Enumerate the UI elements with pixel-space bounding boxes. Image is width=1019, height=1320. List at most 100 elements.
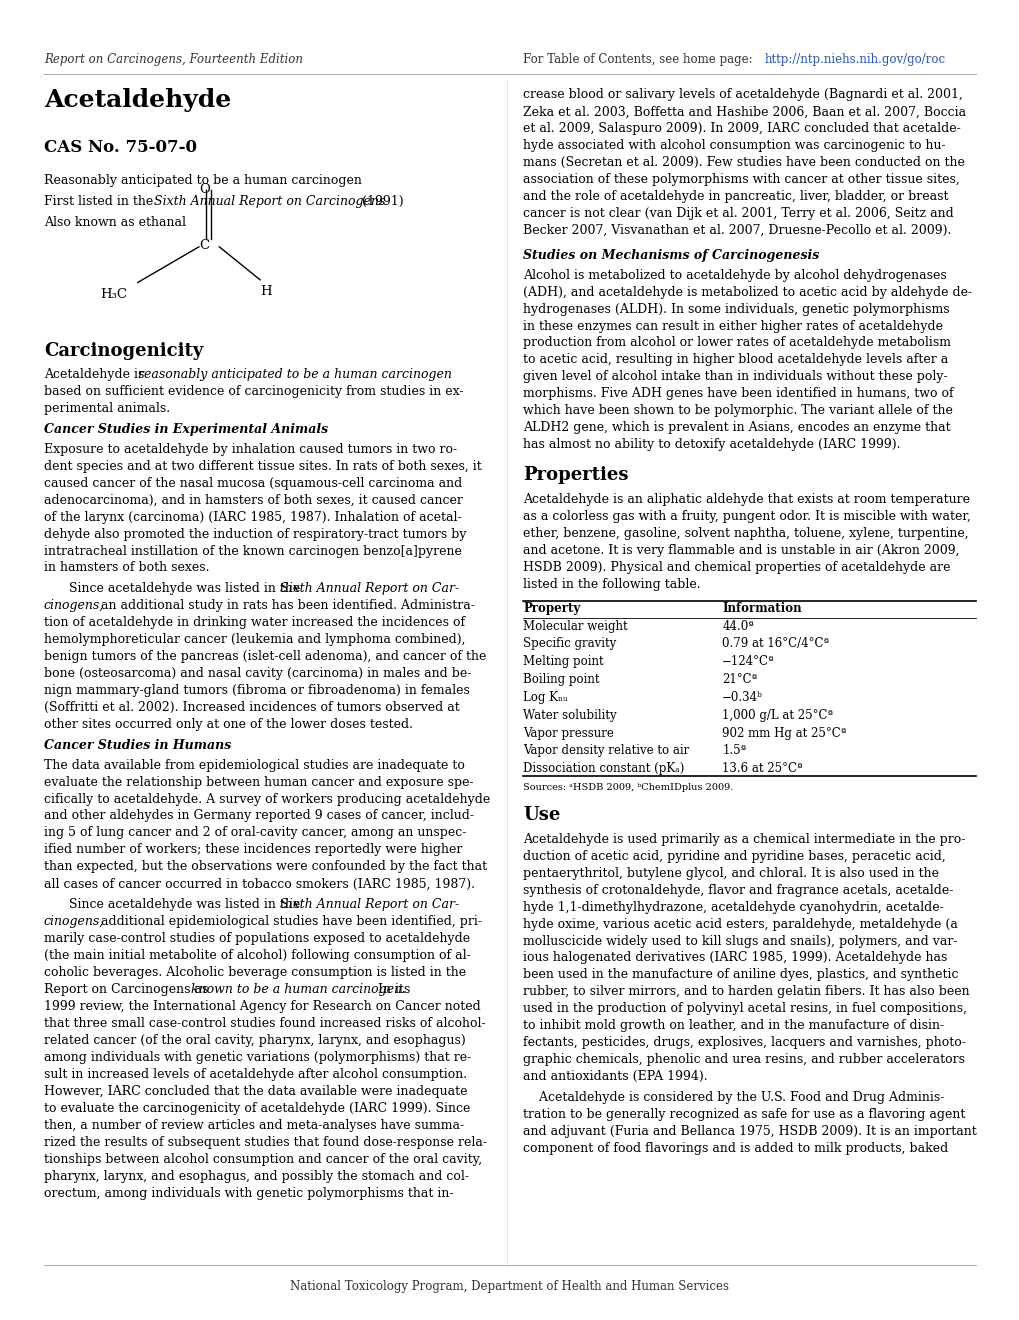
Text: evaluate the relationship between human cancer and exposure spe-: evaluate the relationship between human … (44, 776, 473, 788)
Text: ious halogenated derivatives (IARC 1985, 1999). Acetaldehyde has: ious halogenated derivatives (IARC 1985,… (523, 952, 947, 965)
Text: Also known as ethanal: Also known as ethanal (44, 216, 185, 230)
Text: Dissociation constant (pKₐ): Dissociation constant (pKₐ) (523, 762, 684, 775)
Text: et al. 2009, Salaspuro 2009). In 2009, IARC concluded that acetalde-: et al. 2009, Salaspuro 2009). In 2009, I… (523, 123, 960, 136)
Text: an additional study in rats has been identified. Administra-: an additional study in rats has been ide… (97, 599, 474, 612)
Text: http://ntp.niehs.nih.gov/go/roc: http://ntp.niehs.nih.gov/go/roc (764, 53, 946, 66)
Text: among individuals with genetic variations (polymorphisms) that re-: among individuals with genetic variation… (44, 1051, 471, 1064)
Text: which have been shown to be polymorphic. The variant allele of the: which have been shown to be polymorphic.… (523, 404, 952, 417)
Text: Since acetaldehyde was listed in the: Since acetaldehyde was listed in the (69, 899, 305, 911)
Text: (ADH), and acetaldehyde is metabolized to acetic acid by aldehyde de-: (ADH), and acetaldehyde is metabolized t… (523, 285, 971, 298)
Text: cifically to acetaldehyde. A survey of workers producing acetaldehyde: cifically to acetaldehyde. A survey of w… (44, 792, 490, 805)
Text: listed in the following table.: listed in the following table. (523, 578, 700, 591)
Text: Vapor pressure: Vapor pressure (523, 726, 613, 739)
Text: other sites occurred only at one of the lower doses tested.: other sites occurred only at one of the … (44, 718, 413, 731)
Text: Property: Property (523, 602, 580, 615)
Text: tion of acetaldehyde in drinking water increased the incidences of: tion of acetaldehyde in drinking water i… (44, 616, 465, 630)
Text: reasonably anticipated to be a human carcinogen: reasonably anticipated to be a human car… (138, 368, 451, 381)
Text: ether, benzene, gasoline, solvent naphtha, toluene, xylene, turpentine,: ether, benzene, gasoline, solvent naphth… (523, 528, 968, 540)
Text: The data available from epidemiological studies are inadequate to: The data available from epidemiological … (44, 759, 465, 772)
Text: hyde associated with alcohol consumption was carcinogenic to hu-: hyde associated with alcohol consumption… (523, 140, 945, 152)
Text: 13.6 at 25°Cª: 13.6 at 25°Cª (721, 762, 802, 775)
Text: Exposure to acetaldehyde by inhalation caused tumors in two ro-: Exposure to acetaldehyde by inhalation c… (44, 442, 457, 455)
Text: caused cancer of the nasal mucosa (squamous-cell carcinoma and: caused cancer of the nasal mucosa (squam… (44, 477, 462, 490)
Text: sult in increased levels of acetaldehyde after alcohol consumption.: sult in increased levels of acetaldehyde… (44, 1068, 467, 1081)
Text: Sixth Annual Report on Carcinogens: Sixth Annual Report on Carcinogens (154, 195, 385, 209)
Text: pentaerythritol, butylene glycol, and chloral. It is also used in the: pentaerythritol, butylene glycol, and ch… (523, 867, 938, 879)
Text: and acetone. It is very flammable and is unstable in air (Akron 2009,: and acetone. It is very flammable and is… (523, 544, 959, 557)
Text: nign mammary-gland tumors (fibroma or fibroadenoma) in females: nign mammary-gland tumors (fibroma or fi… (44, 684, 470, 697)
Text: component of food flavorings and is added to milk products, baked: component of food flavorings and is adde… (523, 1142, 948, 1155)
Text: given level of alcohol intake than in individuals without these poly-: given level of alcohol intake than in in… (523, 371, 947, 383)
Text: known to be a human carcinogen.: known to be a human carcinogen. (191, 983, 406, 997)
Text: in hamsters of both sexes.: in hamsters of both sexes. (44, 561, 209, 574)
Text: In its: In its (374, 983, 411, 997)
Text: Properties: Properties (523, 466, 628, 483)
Text: H: H (260, 285, 271, 298)
Text: Molecular weight: Molecular weight (523, 619, 628, 632)
Text: Specific gravity: Specific gravity (523, 638, 615, 651)
Text: all cases of cancer occurred in tobacco smokers (IARC 1985, 1987).: all cases of cancer occurred in tobacco … (44, 878, 475, 890)
Text: and antioxidants (EPA 1994).: and antioxidants (EPA 1994). (523, 1071, 707, 1084)
Text: than expected, but the observations were confounded by the fact that: than expected, but the observations were… (44, 861, 486, 874)
Text: HSDB 2009). Physical and chemical properties of acetaldehyde are: HSDB 2009). Physical and chemical proper… (523, 561, 950, 574)
Text: used in the production of polyvinyl acetal resins, in fuel compositions,: used in the production of polyvinyl acet… (523, 1002, 966, 1015)
Text: cancer is not clear (van Dijk et al. 2001, Terry et al. 2006, Seitz and: cancer is not clear (van Dijk et al. 200… (523, 207, 953, 220)
Text: fectants, pesticides, drugs, explosives, lacquers and varnishes, photo-: fectants, pesticides, drugs, explosives,… (523, 1036, 965, 1049)
Text: graphic chemicals, phenolic and urea resins, and rubber accelerators: graphic chemicals, phenolic and urea res… (523, 1053, 964, 1067)
Text: benign tumors of the pancreas (islet-cell adenoma), and cancer of the: benign tumors of the pancreas (islet-cel… (44, 651, 486, 663)
Text: that three small case-control studies found increased risks of alcohol-: that three small case-control studies fo… (44, 1016, 485, 1030)
Text: to evaluate the carcinogenicity of acetaldehyde (IARC 1999). Since: to evaluate the carcinogenicity of aceta… (44, 1102, 470, 1115)
Text: Acetaldehyde is an aliphatic aldehyde that exists at room temperature: Acetaldehyde is an aliphatic aldehyde th… (523, 494, 969, 507)
Text: Carcinogenicity: Carcinogenicity (44, 342, 203, 360)
Text: Cancer Studies in Humans: Cancer Studies in Humans (44, 739, 231, 752)
Text: Vapor density relative to air: Vapor density relative to air (523, 744, 689, 758)
Text: hyde 1,1-dimethylhydrazone, acetaldehyde cyanohydrin, acetalde-: hyde 1,1-dimethylhydrazone, acetaldehyde… (523, 900, 944, 913)
Text: mans (Secretan et al. 2009). Few studies have been conducted on the: mans (Secretan et al. 2009). Few studies… (523, 156, 964, 169)
Text: C: C (199, 239, 209, 252)
Text: marily case-control studies of populations exposed to acetaldehyde: marily case-control studies of populatio… (44, 932, 470, 945)
Text: molluscicide widely used to kill slugs and snails), polymers, and var-: molluscicide widely used to kill slugs a… (523, 935, 957, 948)
Text: 1999 review, the International Agency for Research on Cancer noted: 1999 review, the International Agency fo… (44, 1001, 480, 1012)
Text: dehyde also promoted the induction of respiratory-tract tumors by: dehyde also promoted the induction of re… (44, 528, 466, 540)
Text: cinogens,: cinogens, (44, 599, 104, 612)
Text: Cancer Studies in Experimental Animals: Cancer Studies in Experimental Animals (44, 424, 328, 436)
Text: 0.79 at 16°C/4°Cª: 0.79 at 16°C/4°Cª (721, 638, 828, 651)
Text: ified number of workers; these incidences reportedly were higher: ified number of workers; these incidence… (44, 843, 462, 857)
Text: dent species and at two different tissue sites. In rats of both sexes, it: dent species and at two different tissue… (44, 459, 481, 473)
Text: Report on Carcinogens, Fourteenth Edition: Report on Carcinogens, Fourteenth Editio… (44, 53, 303, 66)
Text: hyde oxime, various acetic acid esters, paraldehyde, metaldehyde (a: hyde oxime, various acetic acid esters, … (523, 917, 957, 931)
Text: hemolymphoreticular cancer (leukemia and lymphoma combined),: hemolymphoreticular cancer (leukemia and… (44, 634, 465, 647)
Text: crease blood or salivary levels of acetaldehyde (Bagnardi et al. 2001,: crease blood or salivary levels of aceta… (523, 88, 962, 102)
Text: to inhibit mold growth on leather, and in the manufacture of disin-: to inhibit mold growth on leather, and i… (523, 1019, 944, 1032)
Text: tration to be generally recognized as safe for use as a flavoring agent: tration to be generally recognized as sa… (523, 1107, 965, 1121)
Text: −0.34ᵇ: −0.34ᵇ (721, 690, 762, 704)
Text: Sixth Annual Report on Car-: Sixth Annual Report on Car- (280, 899, 460, 911)
Text: O: O (199, 183, 210, 197)
Text: has almost no ability to detoxify acetaldehyde (IARC 1999).: has almost no ability to detoxify acetal… (523, 438, 900, 451)
Text: National Toxicology Program, Department of Health and Human Services: National Toxicology Program, Department … (290, 1280, 729, 1294)
Text: coholic beverages. Alcoholic beverage consumption is listed in the: coholic beverages. Alcoholic beverage co… (44, 966, 466, 979)
Text: been used in the manufacture of aniline dyes, plastics, and synthetic: been used in the manufacture of aniline … (523, 969, 958, 982)
Text: Acetaldehyde: Acetaldehyde (44, 88, 231, 112)
Text: Zeka et al. 2003, Boffetta and Hashibe 2006, Baan et al. 2007, Boccia: Zeka et al. 2003, Boffetta and Hashibe 2… (523, 106, 965, 119)
Text: Reasonably anticipated to be a human carcinogen: Reasonably anticipated to be a human car… (44, 174, 362, 187)
Text: Studies on Mechanisms of Carcinogenesis: Studies on Mechanisms of Carcinogenesis (523, 249, 818, 261)
Text: −124°Cª: −124°Cª (721, 655, 773, 668)
Text: of the larynx (carcinoma) (IARC 1985, 1987). Inhalation of acetal-: of the larynx (carcinoma) (IARC 1985, 19… (44, 511, 461, 524)
Text: Use: Use (523, 807, 560, 825)
Text: additional epidemiological studies have been identified, pri-: additional epidemiological studies have … (97, 915, 481, 928)
Text: However, IARC concluded that the data available were inadequate: However, IARC concluded that the data av… (44, 1085, 467, 1098)
Text: 21°Cª: 21°Cª (721, 673, 756, 686)
Text: 902 mm Hg at 25°Cª: 902 mm Hg at 25°Cª (721, 726, 846, 739)
Text: Alcohol is metabolized to acetaldehyde by alcohol dehydrogenases: Alcohol is metabolized to acetaldehyde b… (523, 269, 946, 281)
Text: ALDH2 gene, which is prevalent in Asians, encodes an enzyme that: ALDH2 gene, which is prevalent in Asians… (523, 421, 950, 434)
Text: Acetaldehyde is considered by the U.S. Food and Drug Adminis-: Acetaldehyde is considered by the U.S. F… (523, 1092, 944, 1104)
Text: related cancer (of the oral cavity, pharynx, larynx, and esophagus): related cancer (of the oral cavity, phar… (44, 1034, 465, 1047)
Text: intratracheal instillation of the known carcinogen benzo[a]pyrene: intratracheal instillation of the known … (44, 545, 462, 557)
Text: 1,000 g/L at 25°Cª: 1,000 g/L at 25°Cª (721, 709, 833, 722)
Text: bone (osteosarcoma) and nasal cavity (carcinoma) in males and be-: bone (osteosarcoma) and nasal cavity (ca… (44, 667, 471, 680)
Text: morphisms. Five ADH genes have been identified in humans, two of: morphisms. Five ADH genes have been iden… (523, 387, 953, 400)
Text: duction of acetic acid, pyridine and pyridine bases, peracetic acid,: duction of acetic acid, pyridine and pyr… (523, 850, 945, 863)
Text: (the main initial metabolite of alcohol) following consumption of al-: (the main initial metabolite of alcohol)… (44, 949, 470, 962)
Text: as a colorless gas with a fruity, pungent odor. It is miscible with water,: as a colorless gas with a fruity, pungen… (523, 511, 970, 524)
